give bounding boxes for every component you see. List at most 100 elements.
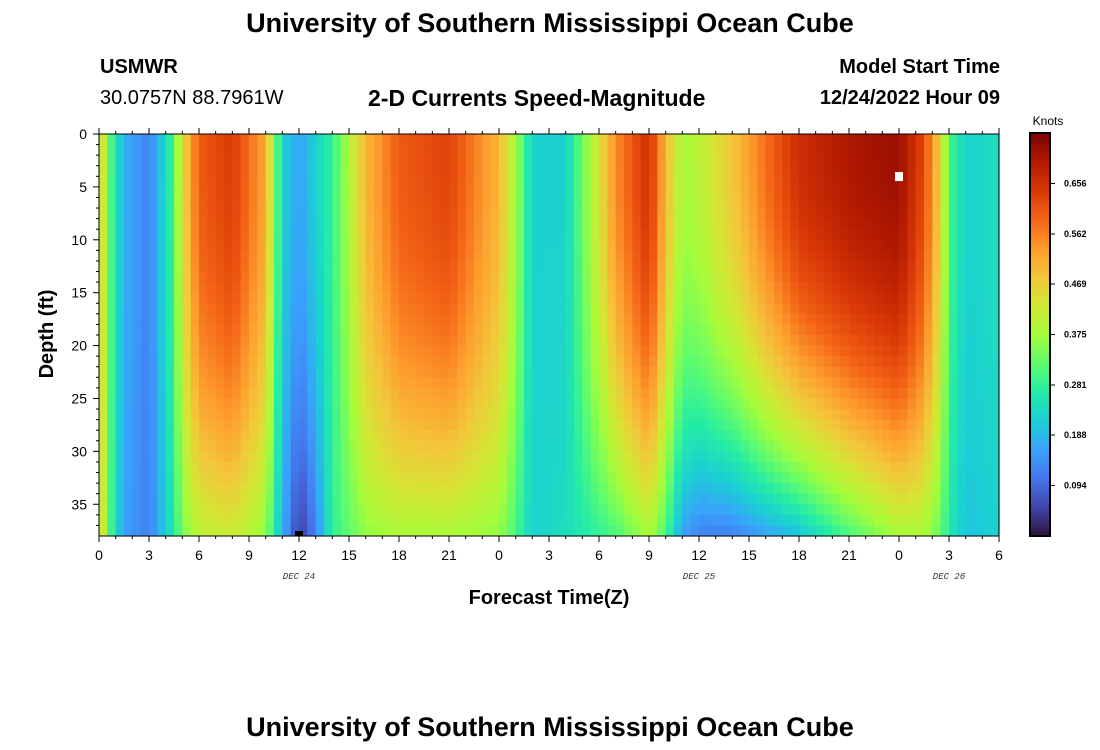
heatmap-cell — [815, 313, 825, 326]
heatmap-cell — [457, 282, 467, 294]
heatmap-cell — [532, 229, 542, 241]
heatmap-cell — [807, 472, 817, 484]
heatmap-cell — [640, 493, 650, 505]
heatmap-cell — [107, 229, 117, 241]
heatmap-cell — [215, 282, 225, 294]
heatmap-cell — [324, 303, 333, 315]
heatmap-cell — [515, 387, 525, 400]
heatmap-cell — [365, 186, 375, 199]
heatmap-cell — [407, 208, 417, 220]
heatmap-cell — [424, 303, 433, 315]
heatmap-cell — [265, 461, 275, 474]
heatmap-cell — [149, 345, 158, 357]
heatmap-cell — [382, 461, 392, 474]
heatmap-cell — [640, 377, 650, 389]
heatmap-cell — [824, 387, 833, 400]
heatmap-cell — [574, 419, 583, 431]
heatmap-cell — [715, 313, 725, 326]
heatmap-cell — [974, 493, 983, 505]
heatmap-cell — [515, 398, 525, 410]
heatmap-cell — [674, 451, 683, 463]
heatmap-cell — [157, 271, 167, 283]
heatmap-cell — [940, 271, 950, 283]
heatmap-cell — [924, 250, 933, 262]
heatmap-cell — [390, 239, 400, 251]
heatmap-cell — [165, 335, 175, 347]
heatmap-cell — [265, 440, 275, 452]
heatmap-cell — [982, 398, 992, 410]
heatmap-cell — [315, 303, 325, 315]
heatmap-cell — [357, 303, 367, 315]
heatmap-cell — [415, 419, 425, 431]
heatmap-cell — [740, 504, 750, 516]
heatmap-cell — [482, 239, 492, 251]
heatmap-cell — [665, 324, 675, 336]
heatmap-cell — [215, 377, 225, 389]
heatmap-cell — [449, 282, 458, 294]
heatmap-cell — [224, 514, 233, 527]
heatmap-cell — [599, 493, 608, 505]
heatmap-cell — [274, 208, 283, 220]
heatmap-cell — [524, 239, 533, 251]
heatmap-cell — [424, 218, 433, 230]
heatmap-cell — [374, 313, 383, 326]
heatmap-cell — [465, 186, 475, 199]
heatmap-cell — [115, 186, 125, 199]
heatmap-cell — [474, 345, 483, 357]
heatmap-cell — [599, 440, 608, 452]
heatmap-cell — [599, 356, 608, 368]
heatmap-cell — [374, 493, 383, 505]
heatmap-cell — [840, 440, 850, 452]
heatmap-cell — [282, 239, 292, 251]
heatmap-cell — [174, 504, 183, 516]
heatmap-cell — [365, 335, 375, 347]
heatmap-cell — [115, 197, 125, 209]
heatmap-cell — [624, 409, 633, 421]
heatmap-cell — [657, 250, 667, 262]
heatmap-cell — [657, 313, 667, 326]
heatmap-cell — [299, 461, 308, 474]
heatmap-cell — [557, 218, 567, 230]
heatmap-cell — [599, 324, 608, 336]
heatmap-cell — [249, 366, 258, 378]
heatmap-cell — [307, 165, 317, 177]
heatmap-cell — [457, 483, 467, 495]
heatmap-cell — [899, 377, 908, 389]
heatmap-cell — [624, 229, 633, 241]
heatmap-cell — [657, 419, 667, 431]
heatmap-cell — [782, 271, 792, 283]
heatmap-cell — [715, 525, 725, 537]
heatmap-cell — [982, 144, 992, 156]
heatmap-cell — [790, 271, 800, 283]
heatmap-cell — [199, 398, 208, 410]
heatmap-cell — [657, 398, 667, 410]
heatmap-cell — [399, 504, 408, 516]
heatmap-cell — [707, 218, 717, 230]
heatmap-cell — [499, 419, 508, 431]
heatmap-cell — [282, 155, 292, 167]
heatmap-cell — [290, 345, 300, 357]
heatmap-cell — [707, 250, 717, 262]
heatmap-cell — [899, 239, 908, 251]
heatmap-cell — [515, 419, 525, 431]
heatmap-cell — [890, 144, 900, 156]
heatmap-cell — [965, 409, 975, 421]
heatmap-cell — [840, 430, 850, 442]
heatmap-cell — [907, 345, 917, 357]
heatmap-cell — [115, 335, 125, 347]
heatmap-cell — [765, 197, 775, 209]
heatmap-cell — [874, 229, 883, 241]
heatmap-cell — [199, 525, 208, 537]
heatmap-cell — [299, 504, 308, 516]
heatmap-cell — [607, 525, 617, 537]
heatmap-cell — [990, 186, 1000, 199]
heatmap-cell — [157, 345, 167, 357]
heatmap-cell — [840, 186, 850, 199]
heatmap-cell — [307, 250, 317, 262]
heatmap-cell — [240, 260, 250, 273]
heatmap-cell — [890, 430, 900, 442]
heatmap-cell — [424, 409, 433, 421]
heatmap-cell — [107, 155, 117, 167]
heatmap-cell — [457, 186, 467, 199]
heatmap-cell — [857, 451, 867, 463]
